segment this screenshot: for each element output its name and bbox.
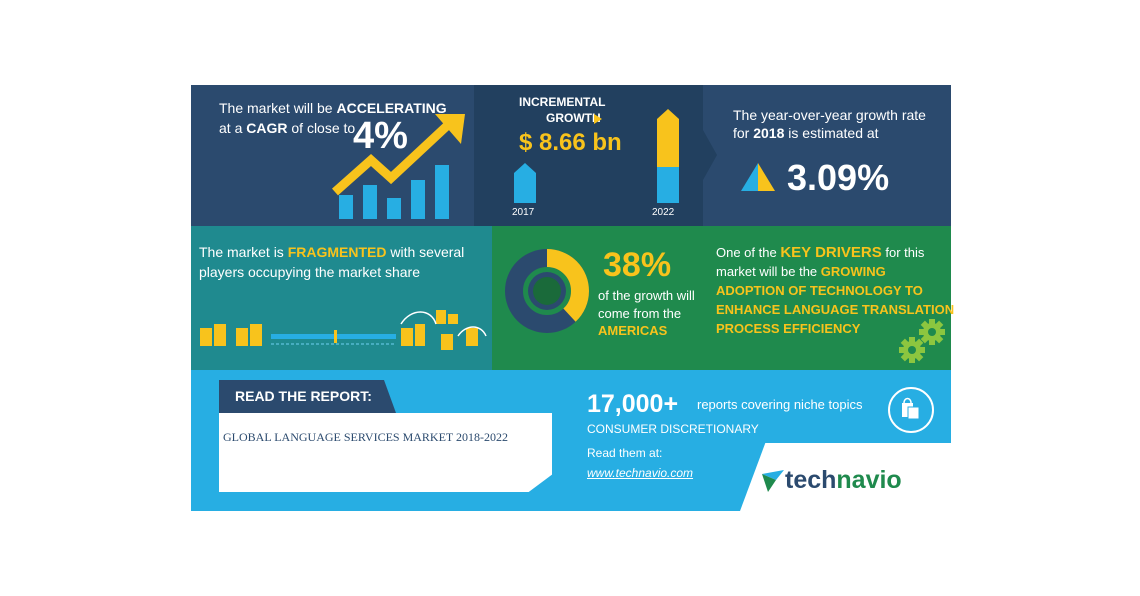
reports-desc: reports covering niche topics (697, 397, 863, 412)
drivers-line1-pre: One of the (716, 245, 781, 260)
regional-share-panel: 38% of the growth will come from the AME… (492, 226, 704, 370)
drivers-line1-post: for this (881, 245, 925, 260)
drivers-line5: PROCESS EFFICIENCY (716, 321, 861, 336)
incremental-bars-icon (514, 109, 679, 203)
cagr-value: 4% (353, 115, 408, 157)
cagr-line2-pre: at a (219, 120, 247, 136)
reports-category: CONSUMER DISCRETIONARY (587, 422, 759, 436)
panel-arrow-shape (703, 130, 717, 180)
incremental-growth-panel: INCREMENTAL GROWTH $ 8.66 bn 2017 2022 (474, 85, 703, 226)
triangle-icon (741, 163, 775, 191)
fragmented-line2: players occupying the market share (199, 264, 420, 280)
key-drivers-panel: One of the KEY DRIVERS for this market w… (704, 226, 955, 370)
website-link[interactable]: www.technavio.com (587, 466, 694, 480)
reports-count: 17,000+ (587, 390, 679, 418)
report-title-card[interactable] (219, 413, 552, 492)
technavio-logo-text: technavio (785, 466, 902, 495)
shopping-bags-icon (888, 387, 934, 433)
read-report-banner (219, 380, 396, 413)
drivers-line4: ENHANCE LANGUAGE TRANSLATION (716, 302, 955, 317)
yoy-text-line1: The year-over-year growth rate (733, 107, 926, 123)
drivers-line1: One of the KEY DRIVERS for this (716, 244, 924, 261)
logo-navio: navio (836, 466, 902, 494)
gears-icon (899, 319, 945, 363)
yoy-value: 3.09% (787, 157, 890, 198)
fragmented-line1-post: with several (386, 244, 465, 260)
cagr-text-line2: at a CAGR of close to (219, 120, 355, 136)
share-value: 38% (603, 246, 672, 284)
logo-tech: tech (785, 466, 837, 494)
fragmented-panel: The market is FRAGMENTED with several pl… (191, 226, 492, 370)
cagr-label: CAGR (246, 120, 288, 136)
report-panel: READ THE REPORT: GLOBAL LANGUAGE SERVICE… (191, 370, 951, 511)
report-title[interactable]: GLOBAL LANGUAGE SERVICES MARKET 2018-202… (223, 430, 509, 444)
fragmented-line1-pre: The market is (199, 244, 288, 260)
read-them-label: Read them at: (587, 446, 663, 460)
drivers-line2-pre: market will be the (716, 264, 821, 279)
incremental-value: $ 8.66 bn (519, 129, 622, 156)
key-drivers-highlight: KEY DRIVERS (780, 244, 882, 261)
shopping-bags-glyph (902, 397, 920, 420)
growth-chart-icon (332, 114, 465, 219)
share-region: AMERICAS (598, 323, 668, 338)
fragmented-line1: The market is FRAGMENTED with several (199, 244, 464, 260)
yoy-text-line2: for 2018 is estimated at (733, 125, 879, 141)
yoy-growth-panel: The year-over-year growth rate for 2018 … (703, 85, 951, 226)
cagr-text-line1: The market will be ACCELERATING (219, 100, 447, 116)
read-report-heading: READ THE REPORT: (235, 388, 372, 404)
cagr-line2-post: of close to (287, 120, 356, 136)
yoy-year-highlight: 2018 (753, 125, 785, 141)
incremental-label: INCREMENTAL (519, 95, 606, 109)
year-end-label: 2022 (652, 207, 675, 218)
drivers-growing-highlight: GROWING (820, 264, 886, 279)
share-line2: come from the (598, 306, 682, 321)
buildings-illustration-icon (200, 310, 487, 350)
donut-americas-segment (505, 249, 589, 333)
cagr-panel: The market will be ACCELERATING at a CAG… (191, 85, 474, 226)
growth-label: GROWTH (546, 111, 601, 125)
fragmented-highlight: FRAGMENTED (287, 244, 387, 260)
technavio-logo-icon (762, 470, 784, 492)
yoy-line2-pre: for (733, 125, 754, 141)
drivers-line3: ADOPTION OF TECHNOLOGY TO (716, 283, 923, 298)
cagr-accelerating-highlight: ACCELERATING (336, 100, 447, 116)
arrow-right-icon (594, 114, 602, 124)
donut-chart-icon (505, 249, 589, 333)
share-line1: of the growth will (598, 288, 695, 303)
drivers-line2: market will be the GROWING (716, 264, 886, 279)
cagr-line1-text: The market will be (219, 100, 337, 116)
year-start-label: 2017 (512, 207, 535, 218)
yoy-line2-post: is estimated at (784, 125, 879, 141)
